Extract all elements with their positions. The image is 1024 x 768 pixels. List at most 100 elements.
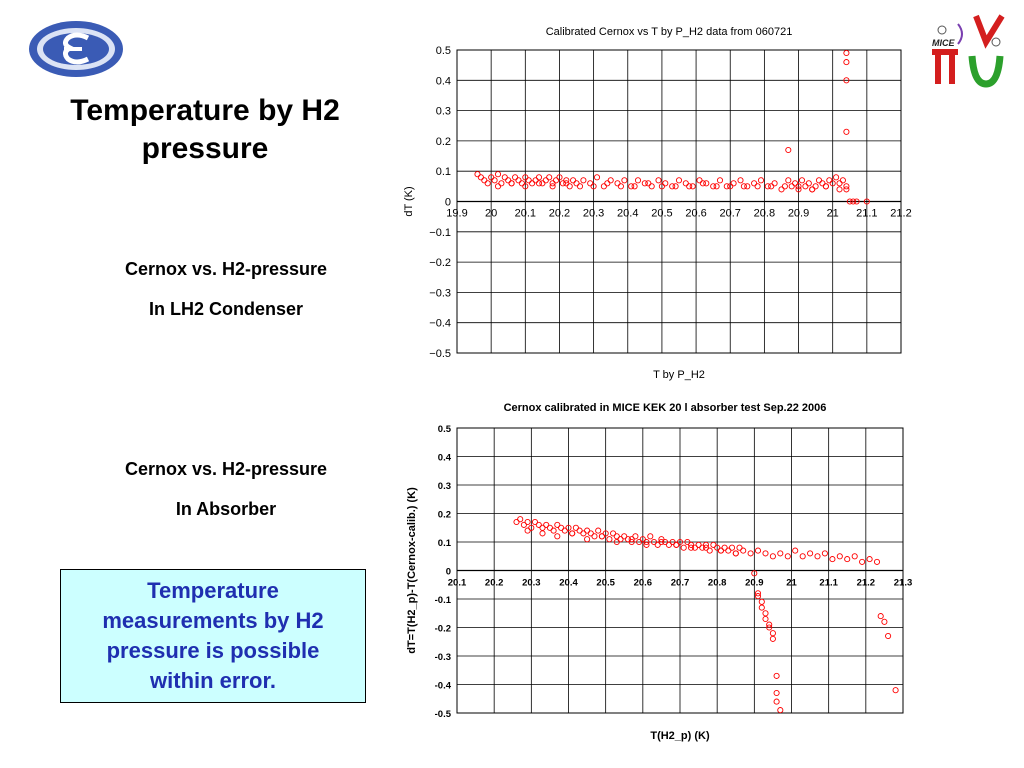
data-point (566, 183, 573, 190)
data-point (807, 550, 814, 557)
data-point (498, 180, 505, 187)
data-point (833, 174, 840, 181)
data-point (529, 180, 536, 187)
data-point (520, 521, 527, 528)
data-point (617, 183, 624, 190)
x-tick-label: 20.4 (617, 208, 638, 220)
data-point (836, 186, 843, 193)
data-point (785, 177, 792, 184)
chart-title: Calibrated Cernox vs T by P_H2 data from… (546, 26, 793, 38)
data-point (631, 183, 638, 190)
data-point (598, 533, 605, 540)
data-point (682, 180, 689, 187)
data-point (621, 177, 628, 184)
data-point (549, 180, 556, 187)
conclusion-text: Temperature measurements by H2 pressure … (102, 578, 324, 693)
data-point (539, 530, 546, 537)
data-point (859, 558, 866, 565)
data-point (758, 598, 765, 605)
y-tick-label: −0.5 (429, 348, 451, 360)
data-point (662, 180, 669, 187)
data-point (716, 177, 724, 184)
data-point (505, 177, 512, 184)
data-point (634, 177, 642, 184)
data-point (740, 183, 747, 190)
data-point (795, 183, 802, 190)
data-point (628, 183, 635, 190)
data-point (829, 180, 836, 187)
data-point (474, 171, 481, 178)
data-point (488, 174, 495, 181)
data-point (843, 128, 850, 135)
data-point (587, 530, 594, 537)
data-point (546, 174, 553, 181)
data-point (713, 183, 720, 190)
data-point (491, 177, 498, 184)
y-axis-label: dT=T(H2_p)-T(Cernox-calib.) (K) (406, 487, 418, 654)
data-point (843, 59, 850, 66)
data-point (839, 177, 846, 184)
data-point (788, 183, 795, 190)
data-point (648, 183, 655, 190)
data-point (522, 183, 529, 190)
data-point (684, 538, 691, 546)
data-point (524, 527, 531, 534)
y-tick-label: 0.4 (438, 453, 452, 464)
data-point (785, 146, 792, 154)
x-tick-label: 21.2 (890, 208, 911, 220)
data-point (607, 177, 614, 184)
data-point (751, 570, 758, 577)
x-tick-label: 20.6 (685, 208, 706, 220)
mice-logo-text: MICE (932, 38, 955, 48)
data-point (737, 177, 744, 184)
data-point (773, 672, 780, 679)
data-point (543, 521, 550, 528)
x-tick-label: 21.3 (894, 578, 913, 589)
data-point (539, 180, 546, 187)
data-point (481, 177, 488, 184)
data-point (829, 556, 836, 563)
data-point (535, 521, 542, 528)
x-tick-label: 20.6 (634, 578, 653, 589)
data-point (757, 177, 765, 184)
x-tick-label: 21.1 (856, 208, 877, 220)
data-point (613, 533, 620, 540)
data-point (680, 544, 687, 551)
data-point (723, 183, 730, 190)
data-point (658, 538, 665, 546)
data-point (751, 180, 758, 187)
data-point (531, 518, 539, 526)
data-point (522, 174, 529, 181)
data-point (647, 533, 654, 540)
data-point (686, 183, 693, 190)
data-point (556, 174, 563, 181)
data-point (792, 180, 799, 187)
y-tick-label: -0.2 (435, 624, 451, 635)
x-tick-label: 20.8 (708, 578, 727, 589)
data-point (518, 180, 525, 187)
data-point (552, 177, 560, 184)
data-point (621, 533, 628, 540)
data-point (843, 186, 850, 193)
data-point (696, 177, 703, 184)
y-tick-label: −0.3 (429, 287, 451, 299)
chart-absorber: 0.5 0.4 0.3 0.2 0.1 0 -0.1 -0.2 -0.3 -0.4 -0.5 20.1… (406, 402, 913, 742)
data-point (517, 516, 524, 523)
data-point (602, 530, 609, 537)
data-point (703, 180, 710, 187)
x-tick-label: 19.9 (446, 208, 467, 220)
data-point (606, 536, 613, 543)
data-point (549, 183, 556, 190)
data-point (673, 541, 680, 548)
data-point (836, 180, 843, 187)
data-point (628, 538, 635, 546)
x-axis-label: T by P_H2 (653, 369, 705, 381)
data-point (600, 183, 607, 190)
data-point (727, 183, 734, 190)
data-point (762, 615, 769, 623)
data-point (851, 553, 858, 560)
data-point (773, 689, 780, 697)
data-point (768, 183, 775, 190)
data-point (740, 547, 747, 554)
data-point (766, 624, 773, 631)
